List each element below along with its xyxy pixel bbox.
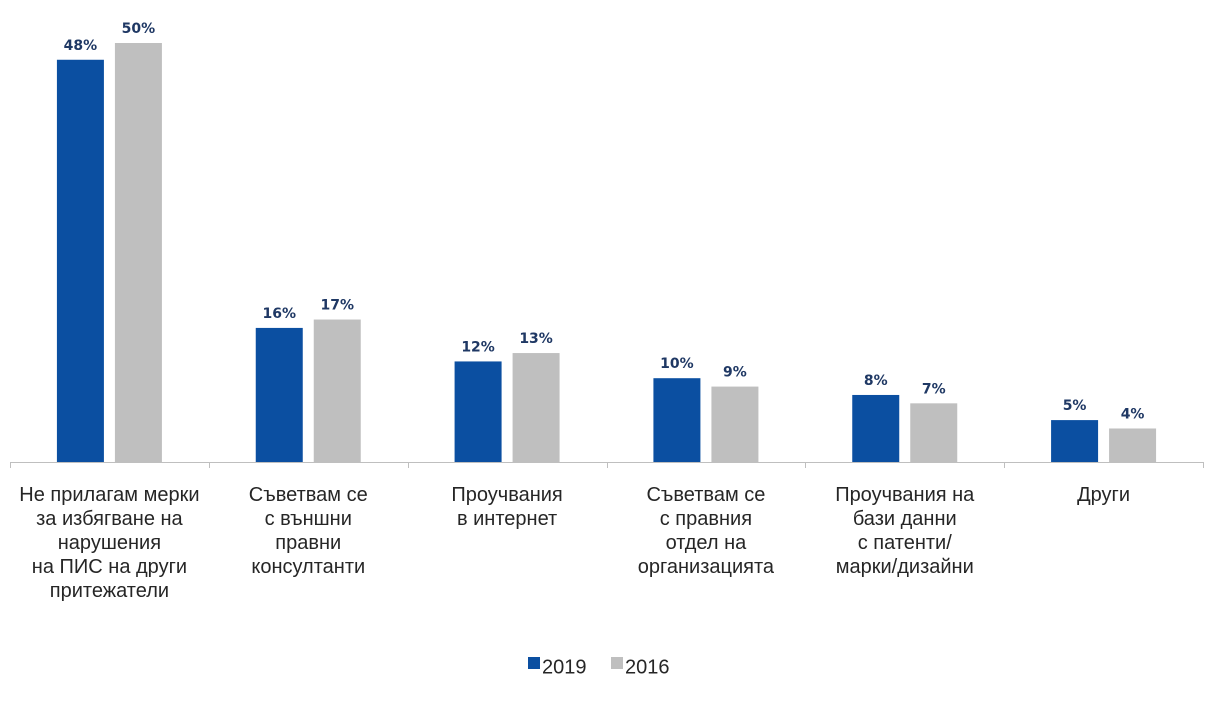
value-label-2019-6: 5% [1063, 398, 1087, 414]
category-label-line: консултанти [251, 556, 365, 578]
bar-2019-3 [454, 361, 502, 462]
value-label-2019-5: 8% [864, 373, 888, 389]
category-label-1: Не прилагам мерки за избягване на нарушени… [19, 484, 199, 602]
bar-2016-6 [1109, 428, 1157, 462]
value-label-2019-4: 10% [660, 356, 694, 372]
category-label-4: Съветвам се с правния отдел на организацият… [638, 484, 775, 578]
bar-2019-2 [255, 327, 303, 462]
category-label-line: на ПИС на други [32, 556, 187, 578]
legend-label-2019: 2019 [542, 656, 587, 678]
value-label-2019-3: 12% [461, 339, 495, 355]
category-label-line: марки/дизайни [836, 556, 974, 578]
category-label-line: бази данни [853, 508, 957, 530]
category-label-line: правни [275, 532, 341, 554]
category-label-line: за избягване на [36, 508, 183, 530]
category-label-line: Съветвам се [249, 484, 368, 506]
category-label-5: Проучвания на бази данни с патенти/марки/д… [835, 484, 975, 578]
bar-2016-1 [114, 43, 162, 462]
category-label-3: Проучвания в интернет [451, 484, 562, 530]
value-label-2016-6: 4% [1121, 406, 1145, 422]
bar-2019-5 [852, 394, 900, 462]
category-label-line: Проучвания на [835, 484, 975, 506]
bar-2019-1 [56, 59, 104, 462]
category-label-line: отдел на [666, 532, 748, 554]
category-label-6: Други [1077, 484, 1130, 506]
value-label-2016-1: 50% [122, 21, 156, 37]
value-label-2016-4: 9% [723, 365, 747, 381]
bar-2016-5 [910, 403, 958, 462]
bar-2016-3 [512, 353, 560, 462]
bar-2016-2 [313, 319, 361, 462]
legend-swatch-2019 [528, 657, 540, 669]
legend-label-2016: 2016 [625, 656, 670, 678]
value-label-2019-1: 48% [64, 38, 98, 54]
value-label-2016-2: 17% [320, 298, 354, 314]
category-label-line: Не прилагам мерки [19, 484, 199, 506]
bars-layer [56, 43, 1157, 462]
category-label-line: нарушения [58, 532, 161, 554]
value-label-2019-2: 16% [262, 306, 296, 322]
value-label-2016-3: 13% [519, 331, 553, 347]
category-label-line: с патенти/ [858, 532, 953, 554]
bar-2019-4 [653, 378, 701, 462]
category-label-line: Други [1077, 484, 1130, 506]
category-label-line: Проучвания [451, 484, 562, 506]
category-label-line: организацията [638, 556, 775, 578]
legend: 2019 2016 [528, 656, 670, 678]
category-label-line: Съветвам се [646, 484, 765, 506]
category-label-line: в интернет [457, 508, 557, 530]
x-axis-ticks [10, 462, 1204, 468]
category-labels-layer: Не прилагам мерки за избягване на нарушени… [19, 484, 1130, 602]
category-label-line: с правния [660, 508, 752, 530]
category-label-line: притежатели [50, 580, 169, 602]
category-label-line: с външни [265, 508, 352, 530]
bar-2019-6 [1051, 420, 1099, 462]
legend-swatch-2016 [611, 657, 623, 669]
value-labels-layer: 48% 50% 16% 17% 12% 13% 10% 9% 8% 7% 5% 4% [64, 21, 1145, 422]
category-label-2: Съветвам се с външни правни консултанти [249, 484, 368, 578]
value-label-2016-5: 7% [922, 381, 946, 397]
bar-2016-4 [711, 386, 759, 462]
